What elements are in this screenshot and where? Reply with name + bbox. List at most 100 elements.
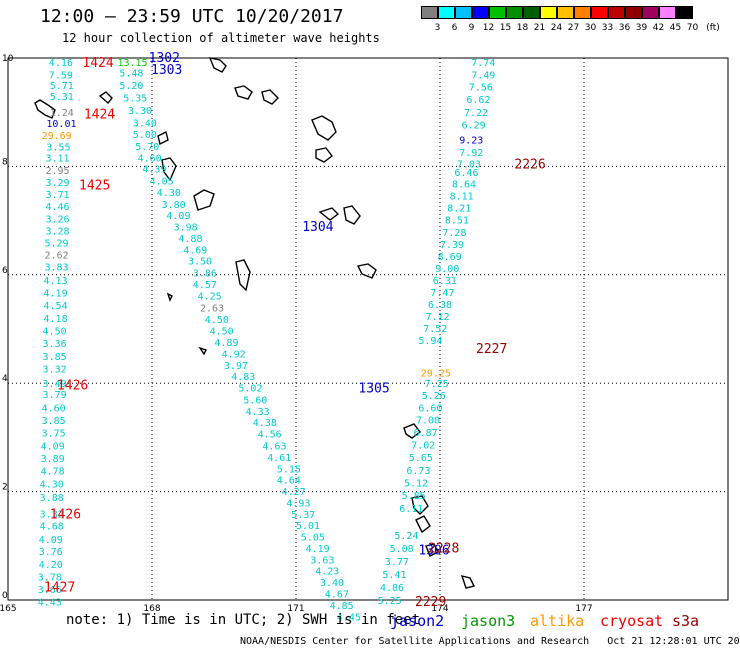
x-tick-label: 165 [0, 604, 17, 614]
swh-value: 4.92 [222, 349, 246, 360]
swh-value: 3.79 [43, 390, 67, 401]
swh-value: 7.52 [423, 324, 447, 335]
colorbar-label: 33 [601, 23, 614, 33]
island-outline [311, 115, 337, 141]
swh-value: 5.29 [44, 238, 68, 249]
colorbar-swatch [608, 6, 625, 19]
swh-value: 3.40 [133, 118, 157, 129]
pass-number-label: 2229 [415, 595, 446, 610]
pass-number-label: 1426 [57, 378, 88, 393]
swh-value: 4.68 [40, 522, 64, 533]
map-subtitle: 12 hour collection of altimeter wave hei… [62, 31, 380, 45]
swh-value: 4.63 [262, 442, 286, 453]
swh-value: 8.64 [452, 180, 476, 191]
swh-value: 4.05 [150, 176, 174, 187]
pass-number-label: 1424 [84, 107, 115, 122]
swh-value: 4.16 [49, 58, 73, 69]
swh-value: 7.02 [411, 440, 435, 451]
lat-lon-grid [8, 58, 728, 600]
island-outline [98, 91, 113, 105]
island-outline [157, 130, 169, 146]
swh-value: 7.56 [469, 83, 493, 94]
swh-value: 4.60 [138, 154, 162, 165]
swh-value: 4.64 [277, 476, 301, 487]
colorbar-label: 42 [652, 23, 665, 33]
swh-value: 3.83 [44, 263, 68, 274]
colorbar-label: 6 [451, 23, 458, 33]
island-outline [318, 207, 340, 221]
y-tick-label: 6 [2, 266, 8, 276]
island-outline [460, 575, 476, 589]
swh-value: 4.19 [306, 544, 330, 555]
swh-value: 7.47 [430, 288, 454, 299]
swh-value: 3.86 [193, 269, 217, 280]
island-outline [411, 495, 429, 515]
legend-cryosat: cryosat [600, 612, 664, 630]
swh-value: 6.46 [454, 168, 478, 179]
colorbar-label: 27 [567, 23, 580, 33]
swh-value: 3.76 [39, 547, 63, 558]
y-tick-label: 4 [2, 374, 8, 384]
swh-value: 4.13 [44, 276, 68, 287]
pass-number-label: 2226 [514, 158, 545, 173]
island-outline [208, 57, 227, 73]
swh-value: 4.23 [315, 567, 339, 578]
swh-value: 7.74 [471, 58, 495, 69]
colorbar-swatch [421, 6, 438, 19]
legend-s3a: s3a [672, 612, 700, 630]
swh-value: 4.27 [282, 487, 306, 498]
swh-value: 3.71 [45, 190, 69, 201]
island-outline [403, 423, 421, 439]
x-tick-label: 177 [575, 604, 592, 614]
legend-jason2: jason2 [390, 612, 445, 630]
swh-value: 5.60 [243, 395, 267, 406]
swh-value: 6.29 [462, 121, 486, 132]
x-tick-label: 168 [143, 604, 160, 614]
pass-number-label: 2227 [476, 342, 507, 357]
swh-value: 3.29 [45, 178, 69, 189]
swh-value: 7.92 [459, 148, 483, 159]
colorbar-swatch [625, 6, 642, 19]
swh-value: 4.85 [330, 601, 354, 612]
pass-number-label: 1424 [82, 56, 113, 71]
colorbar-swatch [523, 6, 540, 19]
swh-value: 4.45 [337, 612, 361, 623]
colorbar-label: 39 [635, 23, 648, 33]
x-tick-label: 171 [287, 604, 304, 614]
swh-value: 6.62 [466, 95, 490, 106]
swh-value: 3.97 [224, 361, 248, 372]
swh-value: 5.24 [394, 531, 418, 542]
swh-value: 2.95 [45, 166, 69, 177]
swh-value: 3.85 [42, 416, 66, 427]
colorbar-swatch [557, 6, 574, 19]
swh-observations: 4.167.595.715.311.2410.0129.693.553.112.… [38, 58, 496, 623]
colorbar-label: 24 [550, 23, 563, 33]
swh-value: 3.89 [41, 454, 65, 465]
units-note: note: 1) Time is in UTC; 2) SWH is in fe… [66, 612, 421, 628]
pass-number-label: 1305 [358, 382, 389, 397]
colorbar-swatch [540, 6, 557, 19]
swh-value: 4.69 [183, 245, 207, 256]
swh-value: 3.32 [43, 365, 67, 376]
swh-value: 8.51 [445, 216, 469, 227]
swh-value: 3.50 [188, 257, 212, 268]
swh-value: 5.15 [277, 464, 301, 475]
island-outline [356, 263, 377, 279]
colorbar-label: 30 [584, 23, 597, 33]
swh-value: 4.88 [178, 234, 202, 245]
map-frame [7, 57, 729, 601]
swh-value: 7.22 [464, 108, 488, 119]
swh-value: 4.20 [39, 560, 63, 571]
pass-number-label: 1302 [149, 51, 180, 66]
swh-value: 5.71 [50, 81, 74, 92]
island-outline [166, 292, 173, 302]
y-tick-label: 8 [2, 157, 8, 167]
y-tick-label: 0 [2, 591, 8, 601]
colorbar-label: 70 [686, 23, 699, 33]
pass-number-label: 1304 [302, 220, 333, 235]
island-outline [234, 85, 253, 100]
swh-value: 5.26 [422, 391, 446, 402]
colorbar-label: 45 [669, 23, 682, 33]
swh-value: 3.40 [320, 578, 344, 589]
